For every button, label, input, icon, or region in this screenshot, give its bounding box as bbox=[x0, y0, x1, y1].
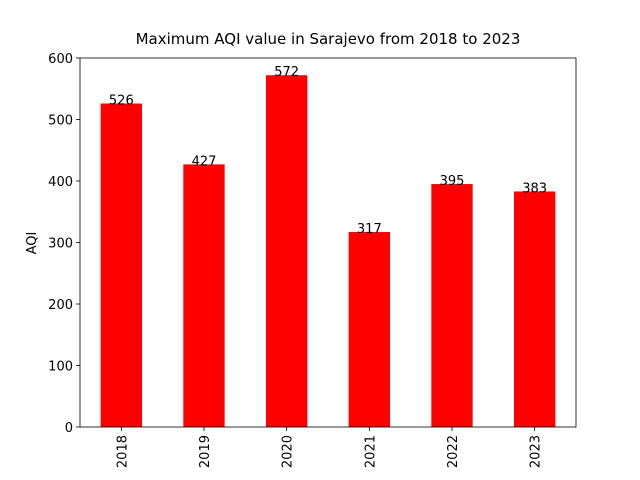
x-tick-label: 2020 bbox=[281, 435, 296, 468]
y-tick-label: 600 bbox=[48, 52, 73, 67]
x-tick-label: 2019 bbox=[198, 435, 213, 468]
x-tick-label: 2023 bbox=[529, 435, 544, 468]
value-label: 317 bbox=[357, 222, 382, 237]
x-tick-label: 2021 bbox=[363, 435, 378, 468]
bar bbox=[266, 75, 308, 427]
value-label: 383 bbox=[522, 181, 547, 196]
y-tick-label: 400 bbox=[48, 175, 73, 190]
y-tick-label: 100 bbox=[48, 360, 73, 375]
value-label: 572 bbox=[274, 65, 299, 80]
bar bbox=[431, 184, 473, 427]
bar bbox=[514, 191, 556, 427]
bar bbox=[183, 164, 225, 427]
plot-frame bbox=[79, 57, 577, 428]
y-tick-label: 0 bbox=[65, 421, 73, 436]
bar bbox=[100, 103, 142, 427]
value-label: 427 bbox=[192, 154, 217, 169]
x-tick-label: 2018 bbox=[115, 435, 130, 468]
x-tick-label: 2022 bbox=[446, 435, 461, 468]
y-tick-label: 200 bbox=[48, 298, 73, 313]
value-label: 395 bbox=[440, 174, 465, 189]
y-tick-label: 500 bbox=[48, 114, 73, 129]
y-tick-label: 300 bbox=[48, 237, 73, 252]
bar bbox=[348, 232, 390, 427]
value-label: 526 bbox=[109, 94, 134, 109]
y-axis-label: AQI bbox=[25, 232, 40, 255]
chart-title: Maximum AQI value in Sarajevo from 2018 … bbox=[136, 30, 521, 48]
